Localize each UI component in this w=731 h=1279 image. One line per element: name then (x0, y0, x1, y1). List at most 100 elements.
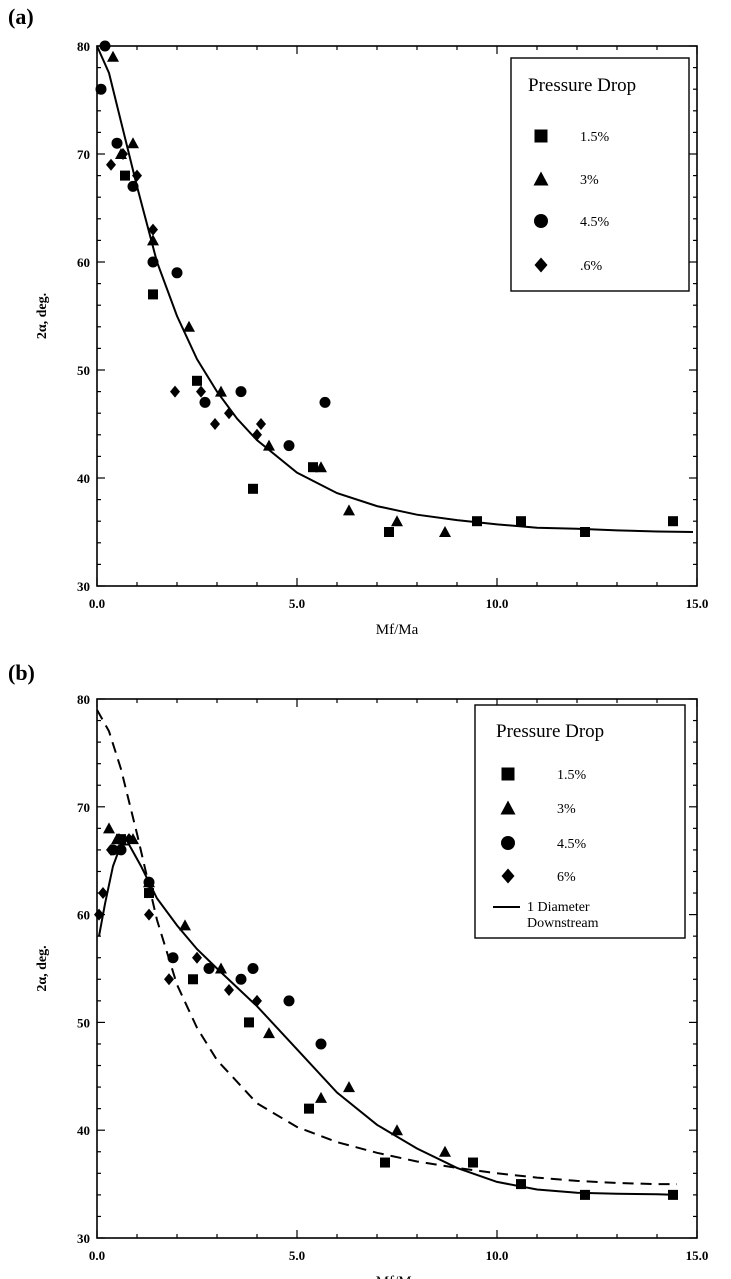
y-tick-label: 40 (77, 471, 90, 486)
legend-marker-triangle (500, 800, 516, 815)
data-point-diamond (148, 223, 158, 236)
data-point-triangle (183, 320, 195, 332)
data-point-square (516, 1179, 526, 1190)
y-tick-label: 30 (77, 579, 90, 594)
y-tick-label: 60 (77, 908, 90, 923)
data-point-triangle (215, 962, 227, 974)
data-point-circle (147, 256, 159, 268)
legend-marker-circle (501, 836, 515, 850)
y-tick-label: 70 (77, 800, 90, 815)
data-point-triangle (263, 1027, 275, 1039)
data-point-circle (315, 1038, 327, 1050)
data-point-square (308, 462, 318, 473)
x-tick-label: 5.0 (289, 1248, 305, 1263)
data-point-diamond (210, 418, 220, 430)
legend-title: Pressure Drop (528, 75, 636, 96)
solid-fit-curve (96, 45, 694, 533)
y-tick-label: 80 (77, 692, 90, 707)
data-point-square (244, 1017, 254, 1028)
data-point-square (668, 1189, 678, 1200)
data-point-square (472, 516, 482, 527)
legend-line-label-cont: Downstream (527, 916, 599, 931)
data-point-square (580, 1189, 590, 1200)
data-point-square (304, 1103, 314, 1114)
data-point-diamond (196, 385, 206, 398)
data-point-square (380, 1157, 390, 1168)
y-tick-label: 80 (77, 39, 90, 54)
data-point-triangle (391, 515, 403, 527)
x-tick-label: 0.0 (89, 1248, 105, 1263)
legend-marker-square (501, 767, 515, 781)
legend-entry-label: 1.5% (557, 768, 587, 783)
data-point-circle (95, 83, 107, 95)
data-point-square (148, 289, 158, 300)
data-point-diamond (132, 169, 142, 182)
data-point-circle (235, 386, 247, 398)
data-point-square (120, 170, 130, 181)
data-point-triangle (315, 1091, 327, 1103)
data-point-diamond (164, 973, 174, 986)
legend-marker-square (534, 129, 548, 143)
data-point-diamond (170, 385, 180, 398)
data-point-circle (319, 396, 331, 408)
data-point-triangle (439, 1145, 451, 1157)
x-tick-label: 0.0 (89, 596, 105, 611)
data-point-diamond (252, 994, 262, 1007)
y-tick-label: 40 (77, 1123, 90, 1138)
data-point-triangle (147, 234, 159, 246)
panel-label: (b) (8, 660, 35, 685)
data-point-triangle (179, 919, 191, 931)
data-point-square (668, 516, 678, 527)
data-point-diamond (224, 407, 234, 420)
x-tick-label: 10.0 (486, 1248, 509, 1263)
data-point-triangle (315, 461, 327, 473)
legend-entry-label: 4.5% (557, 837, 587, 852)
y-axis-label: 2α, deg. (35, 945, 50, 991)
data-point-circle (171, 267, 183, 279)
data-point-circle (115, 844, 127, 856)
legend-marker-circle (534, 214, 548, 228)
data-point-circle (203, 963, 215, 974)
dashed-fit-curve (96, 709, 677, 1186)
data-point-square (188, 974, 198, 985)
x-tick-label: 15.0 (686, 1248, 709, 1263)
y-tick-label: 50 (77, 363, 90, 378)
data-point-circle (247, 963, 259, 974)
data-point-triangle (343, 504, 355, 516)
data-point-diamond (98, 887, 108, 900)
data-point-square (248, 483, 258, 494)
data-point-diamond (224, 984, 234, 997)
data-point-square (384, 527, 394, 537)
legend-entry-label: .6% (580, 259, 603, 274)
legend-marker-diamond (501, 868, 515, 884)
data-point-circle (235, 973, 247, 985)
data-point-diamond (256, 418, 266, 430)
data-point-diamond (118, 148, 128, 160)
chart-panel-b: (b) 0.0 5.0 10.0 15.0 30 40 50 60 70 80 Mf/Ma 2α, de… (8, 660, 708, 1279)
chart-panel-a: (a) 0.0 5.0 10.0 15.0 30 40 50 60 70 80 Mf/Ma 2α, de… (8, 4, 708, 638)
data-point-diamond (252, 428, 262, 441)
data-point-square (516, 516, 526, 527)
y-tick-label: 50 (77, 1015, 90, 1030)
legend-entry-label: 1.5% (580, 130, 610, 145)
data-point-circle (283, 440, 295, 452)
data-point-triangle (107, 50, 119, 62)
legend-marker-diamond (534, 257, 548, 273)
data-point-triangle (263, 439, 275, 451)
solid-fit-curve (98, 843, 678, 1196)
y-tick-label: 30 (77, 1231, 90, 1246)
data-point-circle (283, 995, 295, 1007)
legend-entry-label: 3% (557, 802, 576, 817)
data-point-circle (199, 396, 211, 408)
data-point-triangle (103, 822, 115, 834)
data-point-square (144, 888, 154, 899)
legend-marker-triangle (533, 171, 549, 186)
legend-box (474, 704, 686, 939)
data-point-triangle (391, 1124, 403, 1136)
plot-frame (96, 698, 698, 1239)
data-point-triangle (127, 137, 139, 149)
data-point-diamond (192, 951, 202, 964)
x-tick-label: 15.0 (686, 596, 709, 611)
data-point-circle (143, 876, 155, 888)
